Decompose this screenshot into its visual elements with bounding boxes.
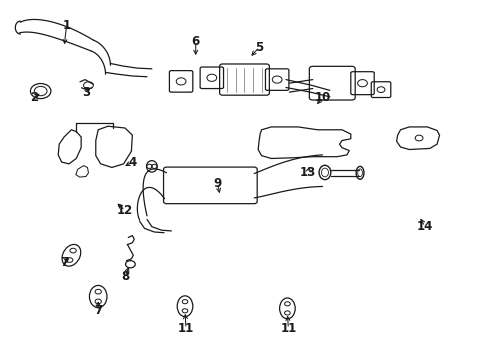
Text: 3: 3 <box>82 86 90 99</box>
Text: 8: 8 <box>121 270 129 283</box>
Text: 12: 12 <box>117 204 133 217</box>
Text: 9: 9 <box>213 177 222 190</box>
Text: 4: 4 <box>128 156 136 168</box>
Text: 13: 13 <box>299 166 315 179</box>
Text: 6: 6 <box>191 35 200 49</box>
Text: 10: 10 <box>314 91 330 104</box>
Text: 5: 5 <box>254 41 263 54</box>
Text: 7: 7 <box>94 305 102 318</box>
Text: 7: 7 <box>60 256 68 269</box>
Text: 14: 14 <box>416 220 432 233</box>
Text: 2: 2 <box>30 91 38 104</box>
Text: 1: 1 <box>62 19 70 32</box>
Text: 11: 11 <box>280 322 296 335</box>
Text: 11: 11 <box>178 322 194 335</box>
